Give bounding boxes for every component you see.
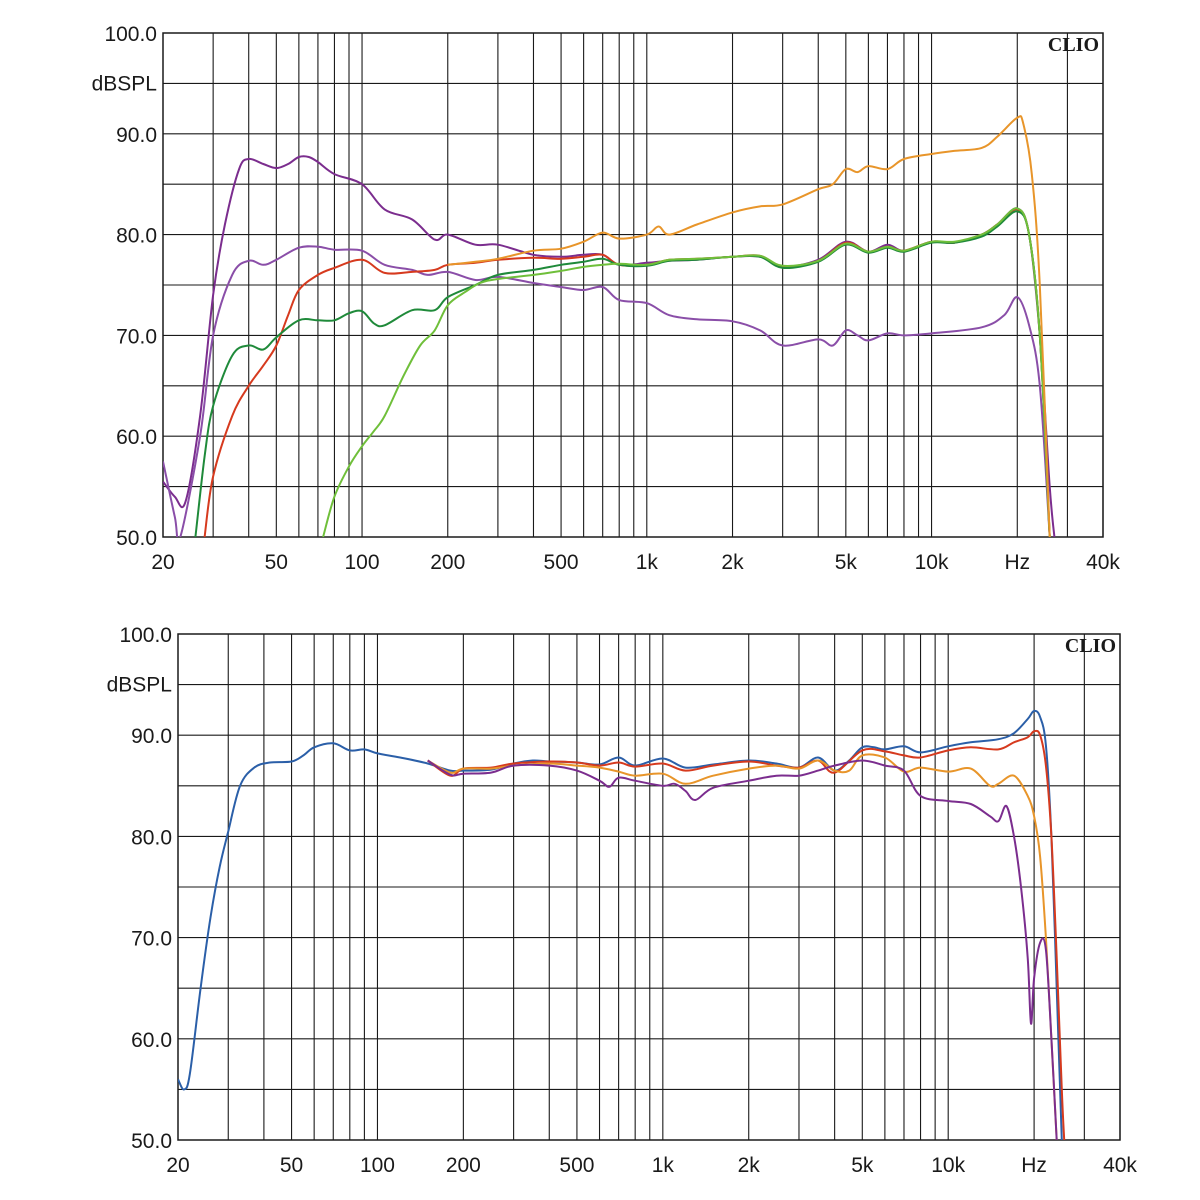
frequency-response-chart-bottom: 100.0 90.0 80.0 70.0 60.0 50.0 dBSPL 20 50 100 200… — [0, 600, 1200, 1200]
x-tick-label: 500 — [544, 551, 579, 574]
x-tick-label: 1k — [652, 1154, 675, 1177]
series-line-5 — [322, 207, 1051, 537]
x-tick-label: Hz — [1004, 551, 1030, 574]
y-tick-label: 60.0 — [116, 426, 157, 449]
y-tick-label: 90.0 — [116, 124, 157, 147]
chart-svg: 100.0 90.0 80.0 70.0 60.0 50.0 dBSPL 20 50 100 200… — [107, 624, 1138, 1177]
series-line-2 — [163, 245, 1051, 537]
x-tick-label: 40k — [1086, 551, 1120, 574]
x-tick-label: 50 — [265, 551, 288, 574]
series-line-6 — [447, 115, 1051, 537]
x-tick-label: 10k — [931, 1154, 965, 1177]
grid — [178, 634, 1121, 1140]
x-tick-label: 50 — [280, 1154, 303, 1177]
x-tick-label: 20 — [166, 1154, 189, 1177]
brand-logo: CLIO — [1048, 34, 1099, 56]
y-tick-label: 100.0 — [119, 624, 172, 647]
series-line-3 — [427, 753, 1058, 1140]
series-group — [178, 709, 1066, 1140]
x-tick-label: 200 — [446, 1154, 481, 1177]
y-tick-label: 100.0 — [104, 23, 157, 46]
x-tick-label: 10k — [915, 551, 949, 574]
series-line-4 — [194, 210, 1051, 537]
y-tick-label: 50.0 — [116, 527, 157, 550]
y-tick-label: 70.0 — [116, 325, 157, 348]
chart-svg: 100.0 90.0 80.0 70.0 60.0 50.0 dBSPL 20 50 100 200… — [92, 23, 1121, 574]
series-line-1 — [178, 709, 1063, 1140]
x-tick-label: 2k — [738, 1154, 761, 1177]
x-tick-label: 200 — [430, 551, 465, 574]
series-group — [163, 115, 1056, 537]
x-tick-label: 2k — [721, 551, 744, 574]
series-line-3 — [203, 208, 1051, 537]
x-tick-label: 5k — [851, 1154, 874, 1177]
series-line-4 — [427, 759, 1058, 1140]
x-tick-label: Hz — [1021, 1154, 1047, 1177]
y-axis-label: dBSPL — [107, 674, 172, 697]
plot-frame — [177, 633, 1121, 1141]
x-tick-label: 100 — [345, 551, 380, 574]
y-tick-label: 60.0 — [131, 1029, 172, 1052]
y-tick-label: 80.0 — [131, 826, 172, 849]
frequency-response-chart-top: 100.0 90.0 80.0 70.0 60.0 50.0 dBSPL 20 50 100 200… — [0, 0, 1200, 590]
plot-frame — [162, 32, 1104, 538]
brand-logo: CLIO — [1065, 635, 1116, 657]
series-line-1 — [163, 155, 1056, 537]
x-tick-label: 5k — [835, 551, 858, 574]
y-axis-label: dBSPL — [92, 72, 157, 95]
y-tick-label: 80.0 — [116, 225, 157, 248]
y-tick-label: 50.0 — [131, 1130, 172, 1153]
x-tick-label: 20 — [151, 551, 174, 574]
grid — [163, 33, 1104, 537]
y-tick-label: 70.0 — [131, 928, 172, 951]
x-tick-label: 40k — [1103, 1154, 1137, 1177]
y-tick-label: 90.0 — [131, 725, 172, 748]
x-tick-label: 500 — [559, 1154, 594, 1177]
x-tick-label: 100 — [360, 1154, 395, 1177]
x-tick-label: 1k — [636, 551, 659, 574]
series-line-2 — [427, 729, 1066, 1140]
